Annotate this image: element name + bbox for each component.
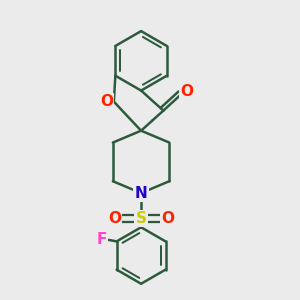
Text: F: F: [97, 232, 107, 247]
Text: O: O: [180, 84, 193, 99]
Text: O: O: [100, 94, 113, 109]
Text: S: S: [136, 211, 147, 226]
Text: N: N: [135, 186, 148, 201]
Text: O: O: [108, 211, 121, 226]
Text: O: O: [161, 211, 174, 226]
